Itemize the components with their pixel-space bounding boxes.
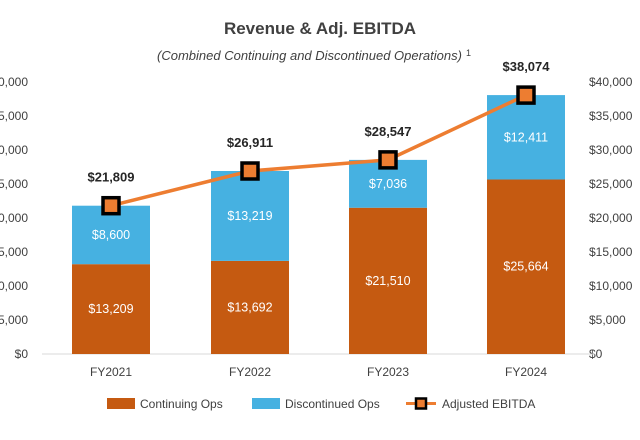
- ebitda-value-label: $28,547: [365, 124, 412, 139]
- right-tick-label: $20,000: [589, 211, 633, 225]
- bar-segment-discontinued: [211, 171, 289, 261]
- category-label: FY2021: [90, 365, 132, 379]
- total-labels: $21,809 $26,911 $28,547 $38,074: [88, 59, 551, 185]
- legend-swatch-continuing-ops: [107, 398, 135, 409]
- legend-marker-adjusted-ebitda: [414, 397, 428, 410]
- segment-value-label: $25,664: [503, 260, 548, 274]
- right-tick-label: $5,000: [589, 313, 626, 327]
- category-label: FY2023: [367, 365, 409, 379]
- bars-group: [72, 95, 565, 354]
- left-tick-label: 5,000: [0, 109, 28, 123]
- bar-segment-continuing: [72, 264, 150, 354]
- ebitda-line: [110, 93, 527, 208]
- category-labels: FY2021 FY2022 FY2023 FY2024: [90, 365, 547, 379]
- right-tick-label: $30,000: [589, 143, 633, 157]
- category-label: FY2022: [229, 365, 271, 379]
- left-tick-label: $0: [15, 347, 29, 361]
- left-tick-label: 0,000: [0, 75, 28, 89]
- segment-value-label: $13,209: [88, 302, 133, 316]
- segment-value-label: $13,219: [227, 209, 272, 223]
- category-label: FY2024: [505, 365, 547, 379]
- bar-segment-continuing: [487, 179, 565, 354]
- segment-labels: $13,209 $8,600 $13,692 $13,219 $21,510 $7,036…: [88, 130, 548, 316]
- segment-value-label: $21,510: [365, 274, 410, 288]
- ebitda-value-label: $21,809: [88, 170, 135, 185]
- left-tick-label: 0,000: [0, 143, 28, 157]
- right-tick-label: $25,000: [589, 177, 633, 191]
- legend-label-continuing-ops: Continuing Ops: [140, 397, 223, 411]
- ebitda-line-group: [101, 85, 536, 216]
- right-tick-label: $40,000: [589, 75, 633, 89]
- segment-value-label: $12,411: [504, 130, 548, 144]
- chart-title: Revenue & Adj. EBITDA: [224, 19, 416, 38]
- bar-segment-continuing: [349, 207, 427, 354]
- ebitda-marker: [378, 150, 398, 170]
- right-tick-label: $15,000: [589, 245, 633, 259]
- chart-subtitle-text: (Combined Continuing and Discontinued Op…: [157, 48, 462, 63]
- right-y-axis: $0 $5,000 $10,000 $15,000 $20,000 $25,000 $30,…: [589, 75, 633, 361]
- left-tick-label: 0,000: [0, 211, 28, 225]
- left-y-axis: $0 5,000 0,000 5,000 0,000 5,000 0,000 5,000 0,0…: [0, 75, 28, 361]
- left-tick-label: 5,000: [0, 245, 28, 259]
- subtitle-footnote-marker: 1: [466, 48, 471, 58]
- bar-segment-continuing: [211, 260, 289, 354]
- right-tick-label: $0: [589, 347, 603, 361]
- segment-value-label: $13,692: [227, 300, 272, 314]
- chart-subtitle: (Combined Continuing and Discontinued Op…: [157, 48, 471, 63]
- ebitda-value-label: $38,074: [503, 59, 551, 74]
- left-tick-label: 0,000: [0, 279, 28, 293]
- right-tick-label: $35,000: [589, 109, 633, 123]
- left-tick-label: 5,000: [0, 313, 28, 327]
- ebitda-marker: [516, 85, 536, 105]
- legend-label-adjusted-ebitda: Adjusted EBITDA: [442, 397, 535, 411]
- legend: Continuing Ops Discontinued Ops Adjusted…: [107, 397, 535, 411]
- legend-label-discontinued-ops: Discontinued Ops: [285, 397, 380, 411]
- right-tick-label: $10,000: [589, 279, 633, 293]
- ebitda-marker: [240, 161, 260, 181]
- ebitda-marker: [101, 195, 121, 216]
- ebitda-value-label: $26,911: [227, 135, 273, 150]
- legend-swatch-discontinued-ops: [252, 398, 280, 409]
- segment-value-label: $7,036: [369, 177, 407, 191]
- segment-value-label: $8,600: [92, 228, 130, 242]
- left-tick-label: 5,000: [0, 177, 28, 191]
